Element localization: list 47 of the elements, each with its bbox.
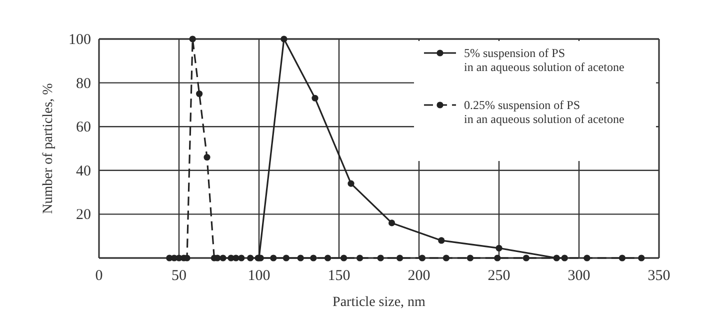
point: [220, 254, 226, 262]
point: [310, 254, 317, 262]
y-tick-label: 100: [68, 32, 91, 48]
y-tick-label: 40: [76, 163, 91, 180]
y-axis-title: Number of particles, %: [41, 82, 56, 214]
point: [280, 36, 288, 42]
point: [377, 254, 384, 262]
point: [324, 254, 332, 262]
x-tick-label: 250: [488, 268, 510, 284]
x-tick-label: 300: [568, 268, 590, 284]
legend-label: 5% suspension of PS in an aqueous solution of acetone: [464, 46, 624, 74]
point: [442, 254, 450, 262]
x-axis-title: Particle size, nm: [332, 295, 426, 310]
point: [494, 254, 501, 262]
point: [638, 254, 645, 262]
point: [348, 180, 354, 187]
y-tick-label: 80: [76, 76, 91, 92]
x-tick-label: 50: [172, 268, 186, 284]
point: [238, 254, 245, 262]
point: [204, 154, 210, 161]
legend-label: 0.25% suspension of PS in an aqueous solution of acetone: [464, 98, 624, 126]
y-tick-label: 60: [76, 120, 91, 136]
point: [496, 244, 502, 252]
point: [312, 94, 318, 102]
point: [466, 254, 474, 262]
x-tick-label: 350: [648, 268, 670, 284]
x-tick-label: 200: [408, 268, 430, 284]
point: [282, 254, 290, 262]
point: [356, 254, 364, 262]
point: [522, 254, 530, 262]
point: [340, 254, 348, 262]
point: [561, 254, 568, 262]
point: [396, 254, 404, 262]
point: [196, 90, 203, 98]
point: [247, 254, 254, 262]
point: [189, 36, 196, 42]
point: [418, 254, 426, 262]
point: [618, 254, 626, 262]
point: [270, 254, 277, 262]
point: [297, 254, 304, 262]
y-tick-label: 20: [76, 207, 91, 224]
x-tick-label: 100: [248, 268, 270, 284]
x-tick-label: 0: [95, 268, 103, 284]
x-tick-label: 150: [328, 268, 350, 284]
point: [388, 220, 396, 226]
point: [584, 254, 590, 262]
point: [438, 237, 445, 244]
